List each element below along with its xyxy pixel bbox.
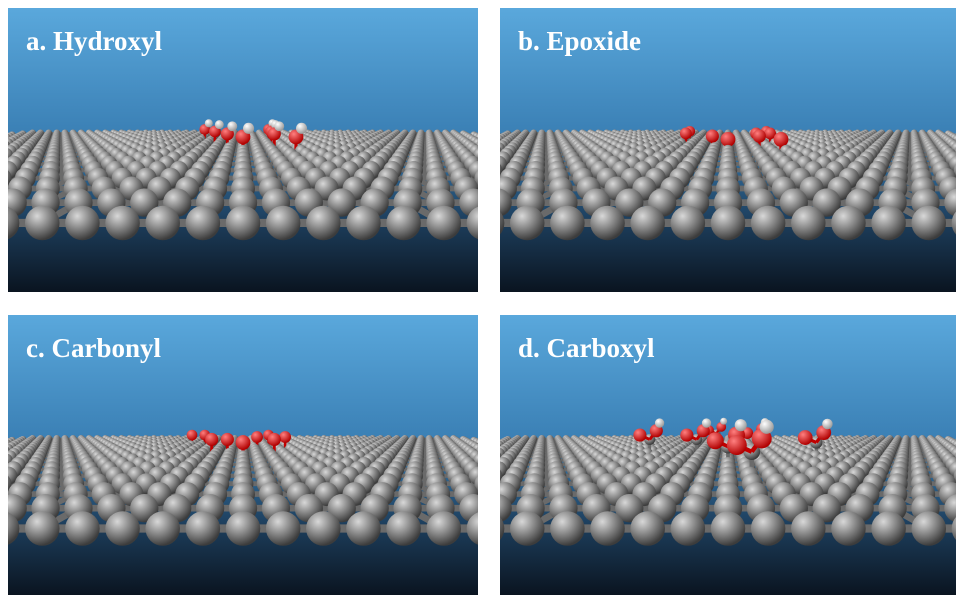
atom [773,131,789,147]
panel-label: a. Hydroxyl [26,26,163,56]
atom [265,205,301,241]
atom [509,205,545,241]
atom [705,129,719,143]
atoms [8,429,478,546]
atom [214,120,224,130]
atom [500,188,512,217]
atom [615,188,644,217]
atom [944,188,956,217]
atom [951,211,956,235]
atom [764,127,777,140]
panel: b. Epoxide [500,8,956,292]
atom [752,129,766,143]
atom [24,205,60,241]
atom [750,205,786,241]
scene [8,8,478,292]
atom [812,188,841,217]
panel: a. Hydroxyl [8,8,478,292]
atom [871,205,906,241]
atom [791,205,826,241]
atom [243,122,255,134]
atom [145,205,180,241]
scene [8,315,478,595]
panel: c. Carbonyl [8,315,478,595]
atom [204,119,213,128]
atom [500,211,505,235]
atoms [500,125,956,241]
atom [295,122,308,134]
atom [227,121,238,132]
atom [710,205,746,241]
atom [327,188,356,217]
atom [130,188,159,217]
atom [274,121,285,132]
atom [251,431,263,443]
atom [590,205,625,241]
atom [550,205,585,241]
atom [186,429,198,441]
scene [500,8,956,292]
panel-label: b. Epoxide [518,26,642,56]
atom [911,205,947,241]
atom [466,206,478,240]
atom [225,205,261,241]
atoms [8,119,478,241]
atom [670,205,706,241]
atom [185,205,221,241]
atom [8,206,20,240]
atom [720,131,736,147]
atom [306,205,341,241]
atom [386,205,421,241]
atom [105,205,140,241]
atom [630,205,665,241]
atom [65,205,100,241]
atom [346,205,381,241]
atom [426,205,462,241]
atom [831,205,866,241]
atom [679,127,692,140]
atom [279,431,292,443]
